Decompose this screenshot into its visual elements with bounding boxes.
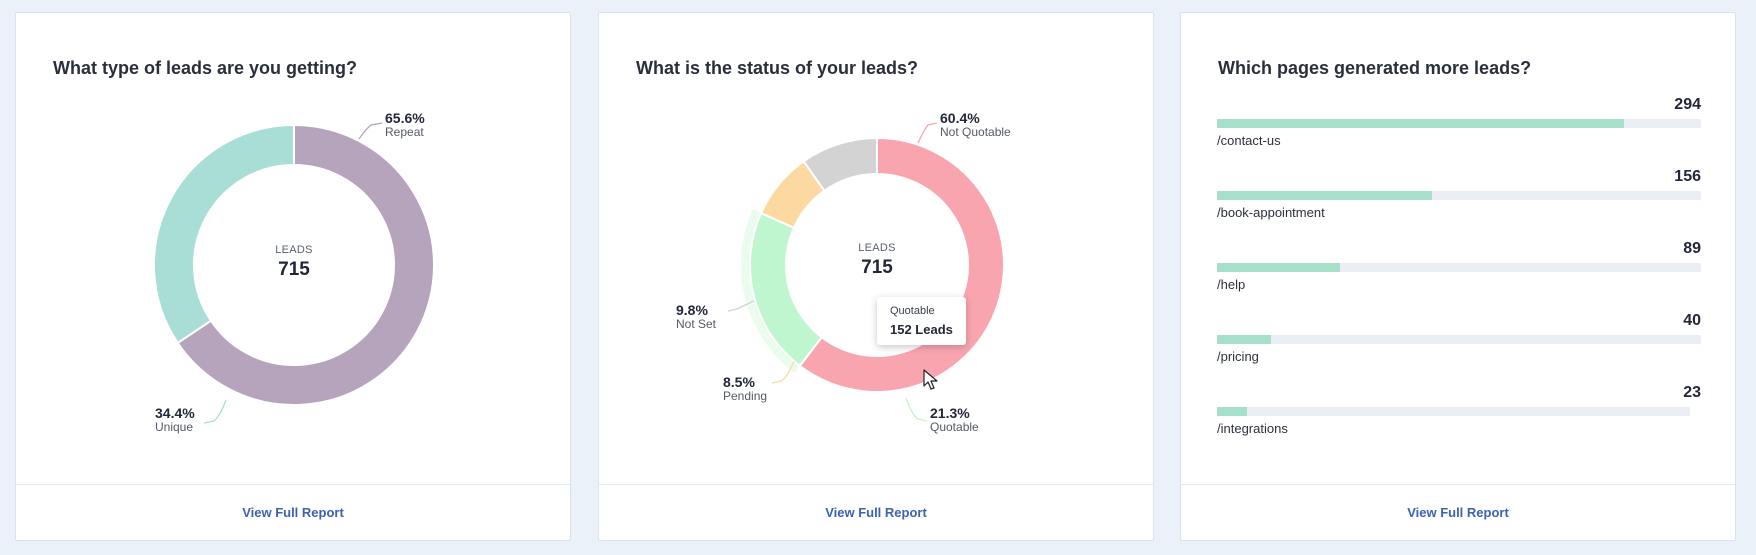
bar-category-label: /book-appointment (1217, 205, 1325, 220)
bar-value: 294 (1674, 96, 1701, 113)
slice-percent: 34.4% (155, 405, 195, 421)
slice-label-quotable: 21.3% Quotable (930, 406, 979, 433)
slice-name: Unique (155, 419, 194, 434)
slice-label-not-quotable: 60.4% Not Quotable (940, 111, 1011, 138)
bar-row[interactable]: 40/pricing (1217, 312, 1701, 372)
bar-category-label: /contact-us (1217, 133, 1281, 148)
bar-track (1217, 335, 1701, 344)
view-full-report-link[interactable]: View Full Report (242, 505, 344, 520)
card-footer: View Full Report (1181, 484, 1735, 540)
view-full-report-link[interactable]: View Full Report (1407, 505, 1509, 520)
leader-line (358, 122, 383, 140)
bar-fill (1217, 191, 1433, 200)
leader-line (905, 397, 928, 422)
slice-percent: 9.8% (676, 302, 708, 318)
slice-percent: 65.6% (385, 110, 425, 126)
bar-category-label: /pricing (1217, 349, 1259, 364)
bar-value: 156 (1674, 168, 1701, 185)
tooltip-series-name: Quotable (890, 305, 935, 317)
card-title: Which pages generated more leads? (1218, 58, 1532, 78)
mouse-cursor-icon (923, 369, 938, 390)
slice-percent: 60.4% (940, 110, 980, 126)
slice-name: Not Set (676, 316, 717, 331)
bar-category-label: /help (1217, 277, 1246, 292)
slice-percent: 8.5% (723, 374, 755, 390)
card-title: What type of leads are you getting? (53, 58, 358, 78)
donut-slice-quotable[interactable] (749, 211, 824, 368)
leader-line (727, 300, 755, 312)
view-full-report-link[interactable]: View Full Report (825, 505, 927, 520)
bar-row[interactable]: 156/book-appointment (1217, 168, 1701, 228)
bar-row[interactable]: 23/integrations (1217, 384, 1701, 444)
donut-center-label: LEADS 715 (234, 244, 354, 281)
card-title: What is the status of your leads? (636, 58, 919, 78)
lead-type-card: What type of leads are you getting? LEAD… (15, 12, 571, 541)
bar-track (1217, 191, 1701, 200)
bar-value: 89 (1683, 240, 1701, 257)
pages-leads-card: Which pages generated more leads? 294/co… (1180, 12, 1736, 541)
leader-line (917, 122, 938, 144)
slice-percent: 21.3% (930, 405, 970, 421)
donut-center-label: LEADS 715 (817, 242, 937, 279)
leader-line (203, 399, 227, 424)
bar-row[interactable]: 294/contact-us (1217, 96, 1701, 156)
slice-name: Pending (723, 388, 768, 403)
bar-fill (1217, 263, 1341, 272)
slice-name: Not Quotable (940, 124, 1011, 139)
center-total: 715 (861, 257, 893, 278)
bar-fill (1217, 119, 1624, 128)
center-caption: LEADS (275, 244, 313, 256)
slice-name: Quotable (930, 419, 979, 434)
bar-value: 40 (1683, 312, 1701, 329)
lead-status-card: What is the status of your leads? LEADS … (598, 12, 1154, 541)
slice-label-pending: 8.5% Pending (723, 375, 767, 402)
donut-slice-not-set[interactable] (802, 136, 878, 193)
bar-fill (1217, 407, 1247, 416)
slice-label-not-set: 9.8% Not Set (676, 303, 716, 330)
slice-name: Repeat (385, 124, 424, 139)
slice-label-unique: 34.4% Unique (155, 406, 195, 433)
card-footer: View Full Report (16, 484, 570, 540)
bar-track (1217, 407, 1690, 416)
center-total: 715 (278, 259, 310, 280)
bar-track (1217, 119, 1701, 128)
slice-label-repeat: 65.6% Repeat (385, 111, 425, 138)
lead-type-donut-chart (153, 122, 435, 424)
bar-row[interactable]: 89/help (1217, 240, 1701, 300)
bar-track (1217, 263, 1701, 272)
bar-category-label: /integrations (1217, 421, 1288, 436)
center-caption: LEADS (858, 242, 896, 254)
bar-fill (1217, 335, 1272, 344)
slice-tooltip: Quotable 152 Leads (877, 297, 966, 345)
leader-line (771, 360, 795, 384)
donut-slice-unique[interactable] (153, 123, 295, 345)
card-footer: View Full Report (599, 484, 1153, 540)
bar-value: 23 (1683, 384, 1701, 401)
tooltip-value: 152 Leads (890, 322, 953, 337)
donut-slice-repeat[interactable] (176, 123, 435, 406)
